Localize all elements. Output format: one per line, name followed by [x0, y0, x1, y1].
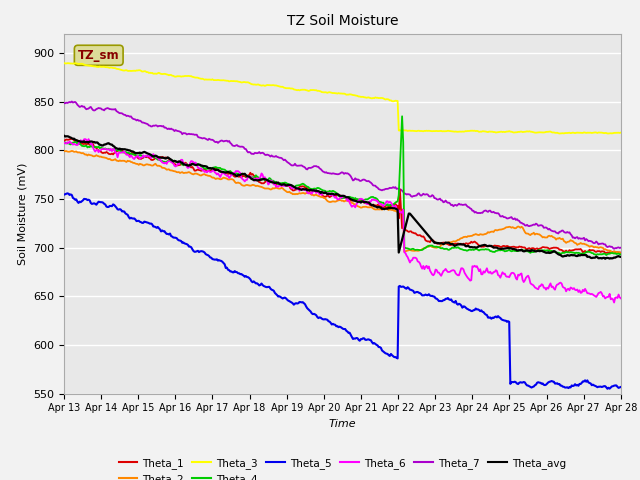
X-axis label: Time: Time: [328, 419, 356, 429]
Y-axis label: Soil Moisture (mV): Soil Moisture (mV): [17, 162, 28, 265]
Text: TZ_sm: TZ_sm: [78, 49, 120, 62]
Legend: Theta_1, Theta_2, Theta_3, Theta_4, Theta_5, Theta_6, Theta_7, Theta_avg: Theta_1, Theta_2, Theta_3, Theta_4, Thet…: [115, 454, 570, 480]
Title: TZ Soil Moisture: TZ Soil Moisture: [287, 14, 398, 28]
